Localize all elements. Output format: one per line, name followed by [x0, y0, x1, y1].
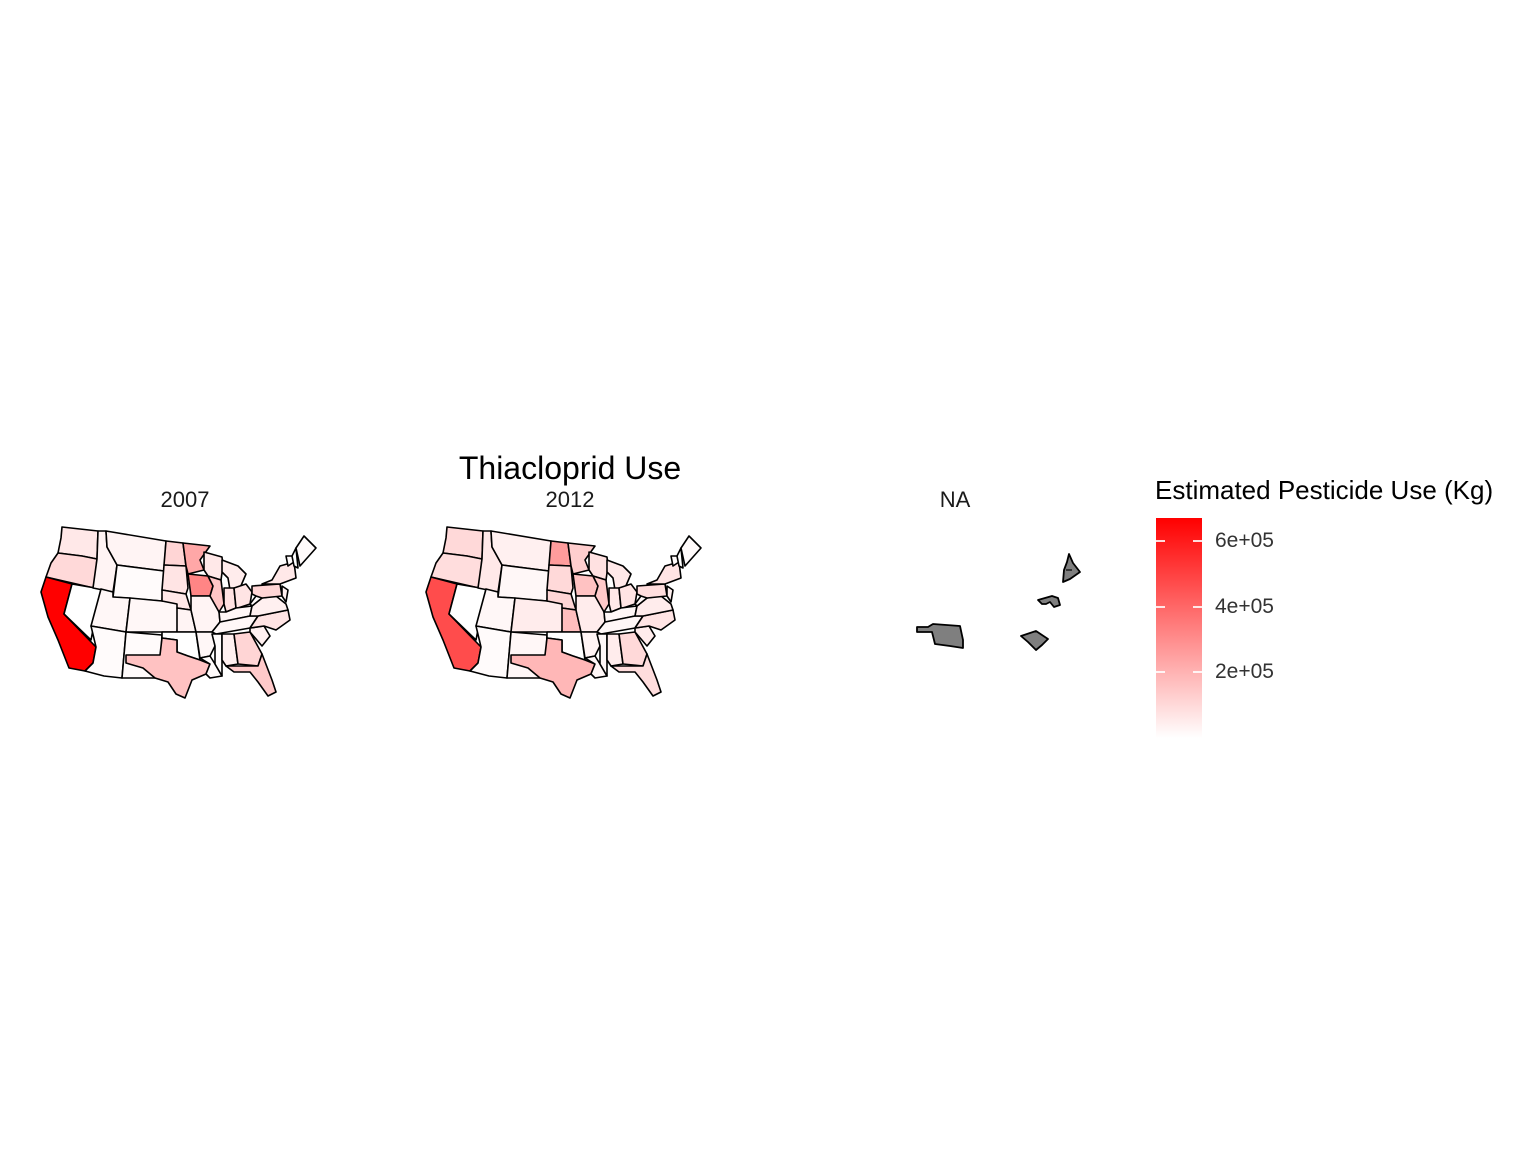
- state-wy-2007: [112, 564, 165, 602]
- legend-tick-mark: [1156, 605, 1165, 608]
- legend-tick-mark: [1193, 671, 1202, 674]
- legend-tick-mark: [1156, 539, 1165, 542]
- map-panel-2007: [40, 526, 317, 699]
- facet-label-2012: 2012: [545, 487, 595, 512]
- facet-label-na: NA: [939, 487, 971, 512]
- state-me-2007: [295, 535, 317, 567]
- state-pa-2012: [636, 583, 668, 599]
- state-nj-2007: [281, 585, 289, 603]
- state-pa-2007: [251, 583, 283, 599]
- state-oh-2012: [618, 583, 638, 609]
- state-wy-2012: [497, 564, 550, 602]
- state-al-2007: [221, 633, 239, 667]
- state-oh-2007: [233, 583, 253, 609]
- legend-tick-label: 4e+05: [1215, 594, 1274, 618]
- state-la-2012: [584, 655, 608, 679]
- state-sd-2012: [546, 564, 574, 595]
- legend-title: Estimated Pesticide Use (Kg): [1155, 475, 1494, 505]
- state-tx-2007: [125, 637, 211, 699]
- state-ok-NA: [916, 623, 964, 649]
- legend-colorbar: [1156, 518, 1202, 738]
- plot-title: Thiacloprid Use: [458, 450, 682, 486]
- state-md-NA: [1037, 595, 1061, 608]
- state-tx-2012: [510, 637, 596, 699]
- state-fl-2012: [610, 653, 662, 697]
- legend-tick-mark: [1193, 605, 1202, 608]
- state-sd-2007: [161, 564, 189, 595]
- legend-tick-label: 6e+05: [1215, 528, 1274, 552]
- state-fl-2007: [225, 653, 277, 697]
- legend-tick-mark: [1156, 671, 1165, 674]
- state-al-2012: [606, 633, 624, 667]
- state-ny-2012: [646, 561, 682, 585]
- state-sc-NA: [1020, 630, 1049, 651]
- state-la-2007: [199, 655, 223, 679]
- legend-tick-mark: [1193, 539, 1202, 542]
- map-panel-NA: [916, 553, 1081, 651]
- state-nh-NA: [1062, 553, 1081, 583]
- map-panel-2012: [425, 526, 702, 699]
- state-ny-2007: [261, 561, 297, 585]
- legend-tick-label: 2e+05: [1215, 660, 1274, 684]
- facet-label-2007: 2007: [160, 487, 210, 512]
- state-me-2012: [680, 535, 702, 567]
- state-nj-2012: [666, 585, 674, 603]
